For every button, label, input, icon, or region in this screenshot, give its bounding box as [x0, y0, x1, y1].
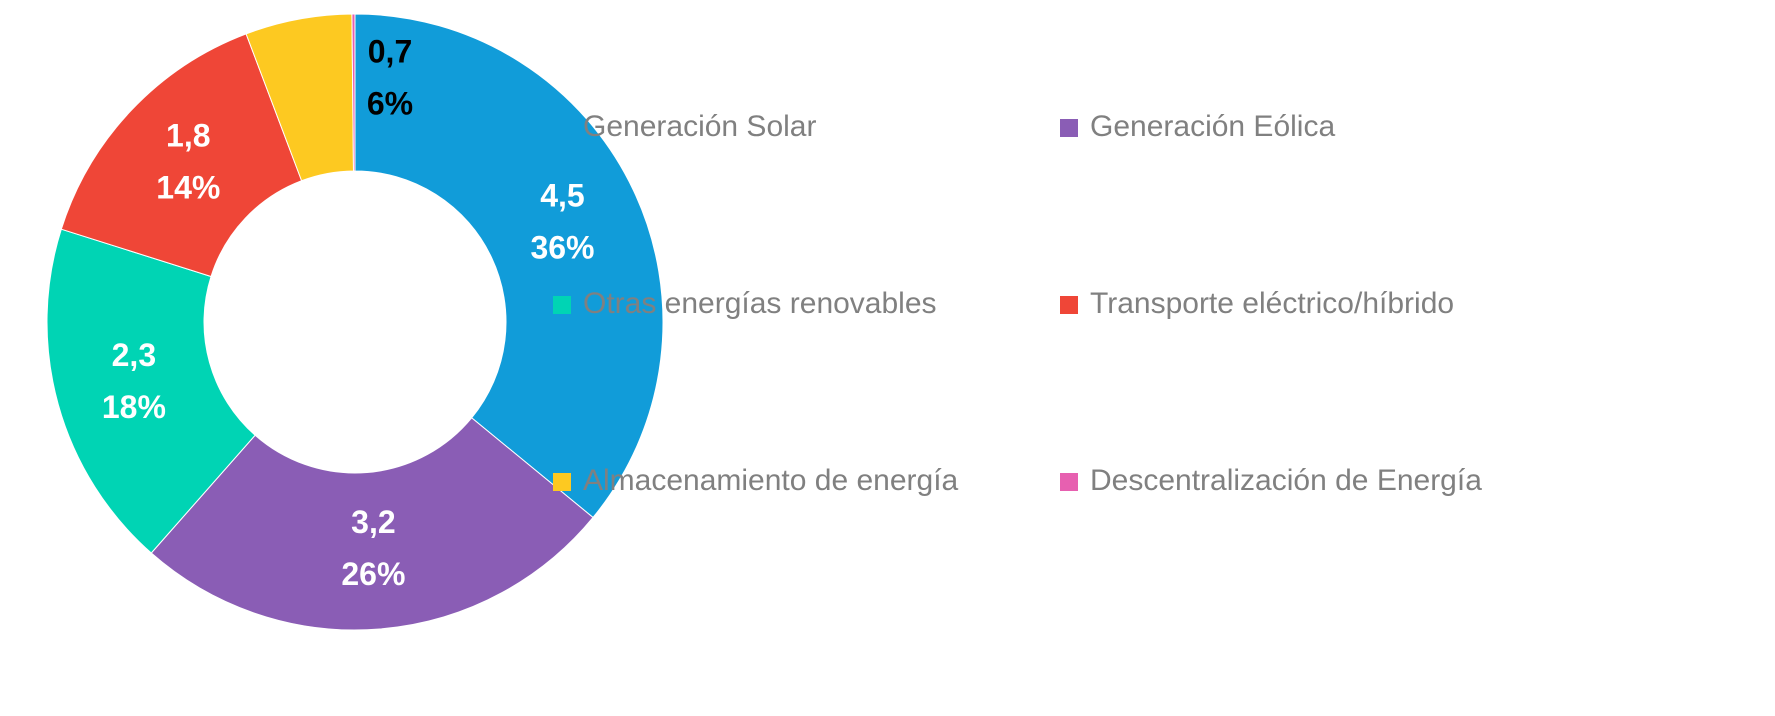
donut-slice — [150, 417, 594, 631]
legend-marker — [553, 473, 571, 491]
legend-marker — [553, 119, 571, 137]
legend-label: Generación Eólica — [1090, 110, 1335, 143]
legend-marker — [1060, 473, 1078, 491]
legend-label: Almacenamiento de energía — [583, 464, 959, 497]
legend-label: Transporte eléctrico/híbrido — [1090, 287, 1454, 320]
value-label: 0,7 — [368, 33, 412, 69]
value-label: 3,2 — [351, 504, 395, 540]
legend-label: Generación Solar — [583, 110, 816, 143]
donut-slice — [46, 228, 256, 554]
legend-marker — [1060, 296, 1078, 314]
donut-slice — [351, 13, 356, 172]
legend-label: Descentralización de Energía — [1090, 464, 1482, 497]
donut-slice — [354, 13, 664, 519]
legend-marker — [1060, 119, 1078, 137]
percentage-label: 14% — [156, 170, 220, 206]
percentage-label: 26% — [341, 556, 405, 592]
percentage-label: 36% — [530, 229, 594, 265]
value-label: 2,3 — [112, 337, 156, 373]
legend-marker — [553, 296, 571, 314]
value-label: 1,8 — [166, 118, 210, 154]
percentage-label: 18% — [102, 389, 166, 425]
legend-label: Otras energías renovables — [583, 287, 937, 320]
percentage-label: 6% — [367, 85, 413, 121]
donut-slice — [60, 33, 303, 278]
value-label: 4,5 — [540, 177, 584, 213]
